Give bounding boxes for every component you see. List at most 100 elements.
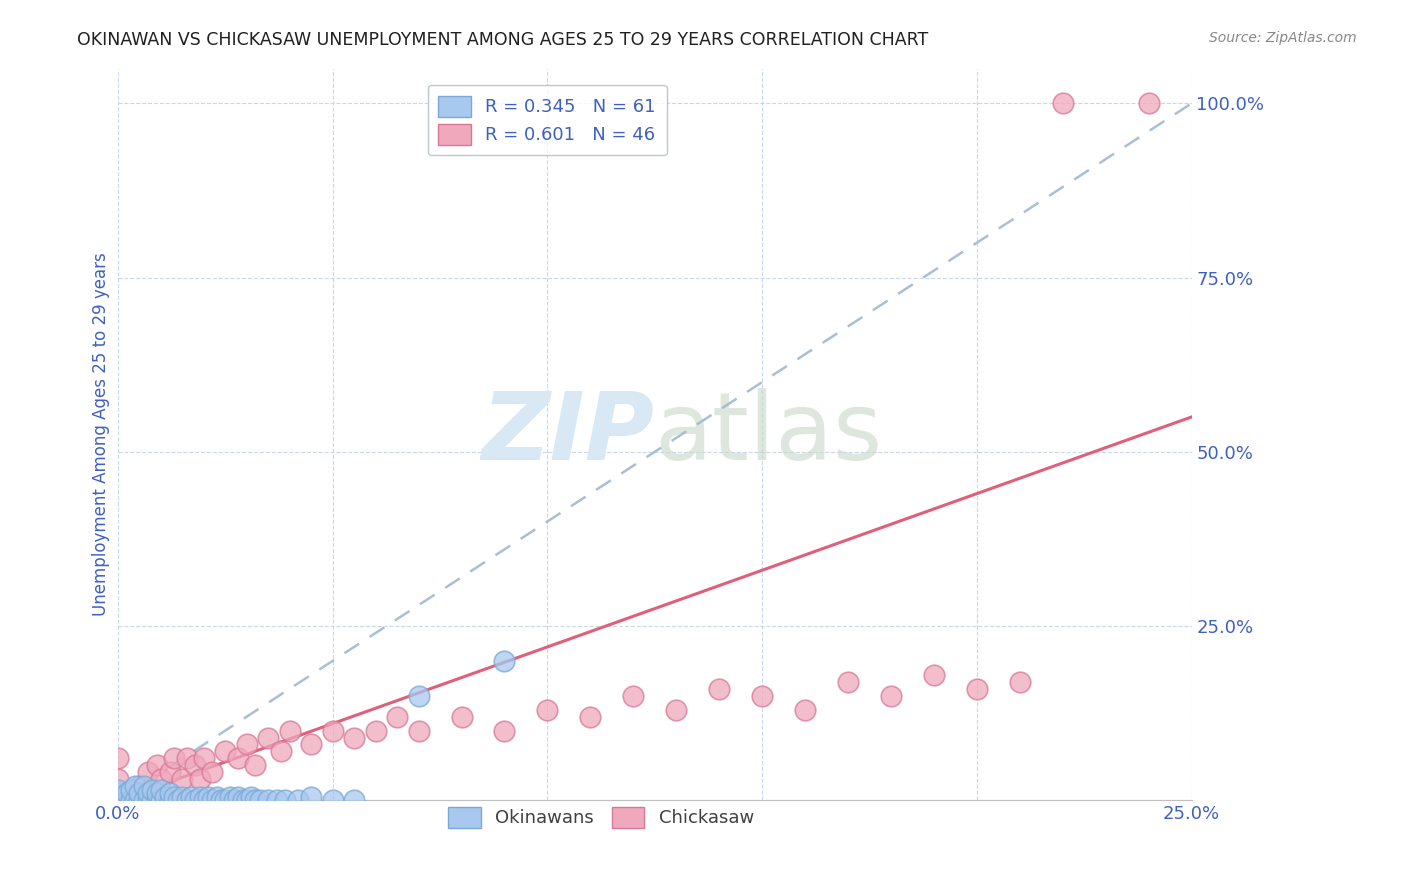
Point <box>205 789 228 804</box>
Point <box>188 772 211 787</box>
Point <box>107 789 129 804</box>
Point <box>145 786 167 800</box>
Legend: Okinawans, Chickasaw: Okinawans, Chickasaw <box>441 800 761 835</box>
Point <box>115 793 138 807</box>
Point <box>159 786 181 800</box>
Point <box>408 689 430 703</box>
Point <box>120 793 142 807</box>
Point <box>155 789 177 804</box>
Point <box>1137 96 1160 111</box>
Point <box>107 793 129 807</box>
Point <box>751 689 773 703</box>
Point <box>141 793 163 807</box>
Point <box>257 731 280 745</box>
Point <box>136 793 159 807</box>
Point <box>107 751 129 765</box>
Point <box>299 738 322 752</box>
Point <box>621 689 644 703</box>
Point <box>494 654 516 668</box>
Point <box>665 703 688 717</box>
Point <box>107 772 129 787</box>
Point <box>343 731 366 745</box>
Point <box>214 793 236 807</box>
Point <box>794 703 817 717</box>
Point <box>450 709 472 723</box>
Point <box>837 674 859 689</box>
Point <box>385 709 408 723</box>
Point <box>124 779 146 793</box>
Point <box>494 723 516 738</box>
Point <box>322 723 344 738</box>
Point <box>184 793 207 807</box>
Point <box>128 793 150 807</box>
Point <box>107 793 129 807</box>
Point <box>299 789 322 804</box>
Point <box>579 709 602 723</box>
Point <box>172 772 194 787</box>
Point <box>163 789 186 804</box>
Point <box>408 723 430 738</box>
Point <box>709 681 731 696</box>
Point <box>149 782 172 797</box>
Point <box>176 751 198 765</box>
Point <box>120 782 142 797</box>
Point <box>145 758 167 772</box>
Point <box>270 744 292 758</box>
Point <box>132 779 155 793</box>
Point <box>136 786 159 800</box>
Point <box>159 765 181 780</box>
Point <box>266 793 288 807</box>
Point <box>197 789 219 804</box>
Point <box>149 772 172 787</box>
Point <box>107 793 129 807</box>
Point <box>115 786 138 800</box>
Point <box>128 779 150 793</box>
Point <box>226 751 249 765</box>
Text: OKINAWAN VS CHICKASAW UNEMPLOYMENT AMONG AGES 25 TO 29 YEARS CORRELATION CHART: OKINAWAN VS CHICKASAW UNEMPLOYMENT AMONG… <box>77 31 928 49</box>
Point <box>107 793 129 807</box>
Point <box>141 782 163 797</box>
Point <box>536 703 558 717</box>
Point <box>120 793 142 807</box>
Point <box>880 689 903 703</box>
Point <box>176 793 198 807</box>
Point <box>245 758 267 772</box>
Point <box>236 738 259 752</box>
Point <box>231 793 253 807</box>
Point <box>132 793 155 807</box>
Point <box>322 793 344 807</box>
Point <box>128 786 150 800</box>
Point <box>180 789 202 804</box>
Point <box>172 789 194 804</box>
Point <box>107 793 129 807</box>
Point <box>364 723 387 738</box>
Point <box>107 793 129 807</box>
Point <box>236 793 259 807</box>
Text: Source: ZipAtlas.com: Source: ZipAtlas.com <box>1209 31 1357 45</box>
Point <box>226 789 249 804</box>
Point <box>274 793 297 807</box>
Point <box>966 681 988 696</box>
Y-axis label: Unemployment Among Ages 25 to 29 years: Unemployment Among Ages 25 to 29 years <box>93 252 110 616</box>
Point <box>257 793 280 807</box>
Point <box>141 793 163 807</box>
Point <box>163 751 186 765</box>
Point <box>149 793 172 807</box>
Point <box>240 789 263 804</box>
Point <box>245 793 267 807</box>
Point <box>209 793 232 807</box>
Text: atlas: atlas <box>655 388 883 481</box>
Point <box>222 793 245 807</box>
Text: ZIP: ZIP <box>482 388 655 481</box>
Point <box>1052 96 1074 111</box>
Point <box>107 786 129 800</box>
Point <box>218 789 240 804</box>
Point <box>278 723 301 738</box>
Point <box>167 793 190 807</box>
Point <box>249 793 271 807</box>
Point <box>136 765 159 780</box>
Point <box>145 793 167 807</box>
Point <box>107 793 129 807</box>
Point <box>201 793 224 807</box>
Point <box>193 793 215 807</box>
